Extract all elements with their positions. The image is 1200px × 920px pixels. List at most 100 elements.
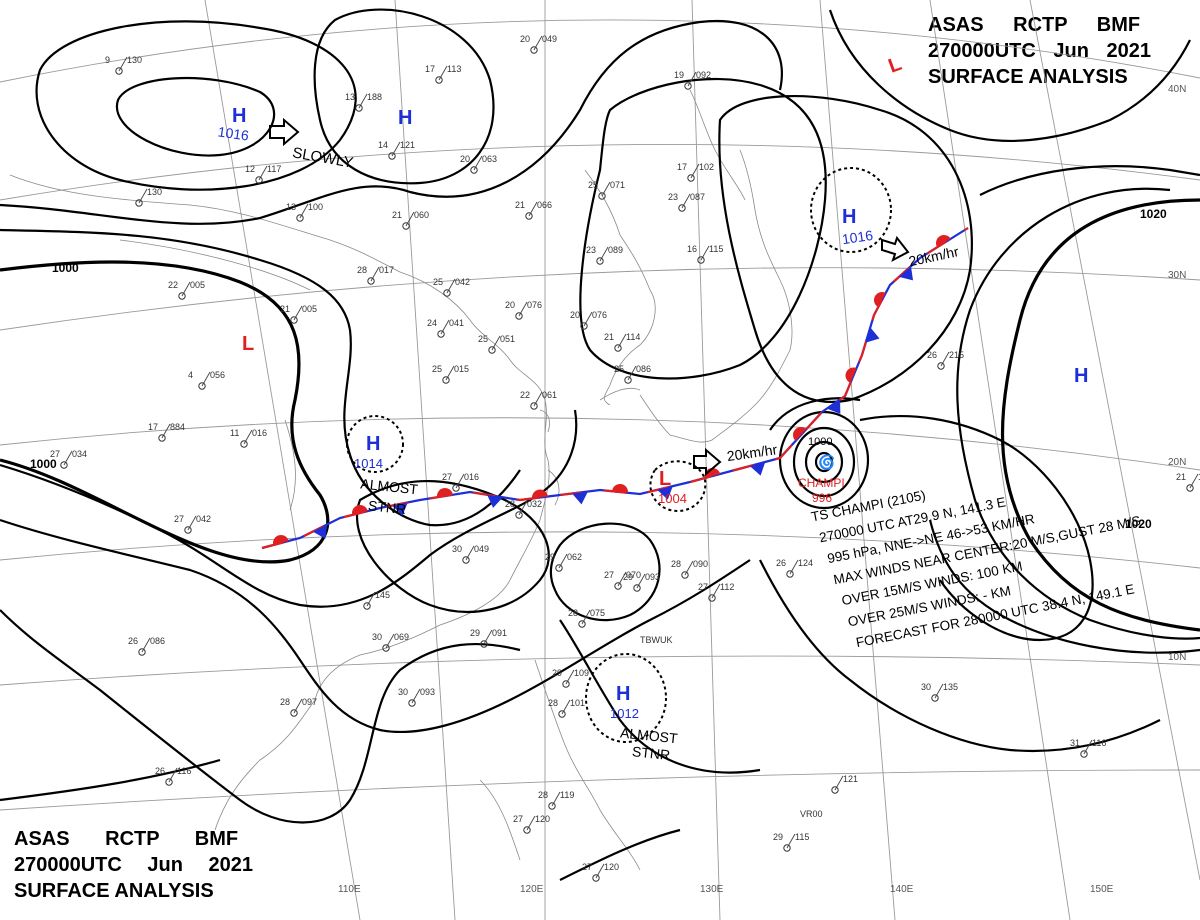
cold-front-triangle bbox=[572, 491, 588, 505]
station-temperature: 29 bbox=[470, 628, 480, 638]
station-plot: 11 016 bbox=[230, 428, 267, 448]
station-plot: 27 034 bbox=[50, 449, 87, 469]
station-temperature: 22 bbox=[520, 390, 530, 400]
station-plot: 14 121 bbox=[378, 140, 415, 160]
station-pressure: 076 bbox=[592, 310, 607, 320]
station-plot: 17 884 bbox=[148, 422, 185, 442]
station-marker-icon bbox=[363, 602, 371, 610]
station-code-tbwuk: TBWUK bbox=[640, 635, 673, 645]
station-marker-icon bbox=[442, 376, 450, 384]
low-center-west: L bbox=[242, 333, 254, 355]
wind-barb-icon bbox=[391, 141, 401, 157]
station-plot: 28 075 bbox=[568, 608, 605, 628]
chart-footer: ASAS RCTP BMF 270000UTC Jun 2021 SURFACE… bbox=[14, 826, 253, 904]
station-marker-icon bbox=[462, 556, 470, 564]
station-plot: 26 215 bbox=[927, 350, 964, 370]
station-pressure: 120 bbox=[535, 814, 550, 824]
station-temperature: 20 bbox=[520, 34, 530, 44]
station-temperature: 27 bbox=[582, 862, 592, 872]
station-pressure: 112 bbox=[720, 582, 734, 592]
lat-label-10n: 10N bbox=[1168, 652, 1186, 663]
station-temperature: 28 bbox=[505, 499, 515, 509]
station-plot: 29 093 bbox=[623, 572, 660, 592]
station-temperature: 20 bbox=[505, 300, 515, 310]
station-temperature: 26 bbox=[128, 636, 138, 646]
station-marker-icon bbox=[580, 322, 588, 330]
high-center-1014-value: 1014 bbox=[354, 456, 383, 471]
wind-barb-icon bbox=[405, 211, 415, 227]
station-pressure: 062 bbox=[567, 552, 582, 562]
motion-arrows bbox=[269, 117, 910, 477]
station-temperature: 27 bbox=[50, 449, 60, 459]
station-plot: 30 135 bbox=[921, 682, 958, 702]
isobar-label-1020-b: 1020 bbox=[1125, 517, 1152, 531]
station-marker-icon bbox=[786, 570, 794, 578]
station-plot: 30 069 bbox=[372, 632, 409, 652]
station-pressure: 115 bbox=[795, 832, 809, 842]
station-plot: 28 017 bbox=[357, 265, 394, 285]
header-line-3: SURFACE ANALYSIS bbox=[928, 66, 1128, 88]
wind-barb-icon bbox=[526, 815, 536, 831]
station-plot: 29 062 bbox=[545, 552, 582, 572]
station-marker-icon bbox=[614, 344, 622, 352]
station-pressure: 070 bbox=[626, 570, 641, 580]
wind-barb-icon bbox=[711, 583, 721, 599]
station-marker-icon bbox=[388, 152, 396, 160]
station-temperature: 30 bbox=[372, 632, 382, 642]
high-center-nw: H bbox=[232, 105, 246, 127]
lon-label-120e: 120E bbox=[520, 884, 544, 895]
station-marker-icon bbox=[165, 778, 173, 786]
station-temperature: 29 bbox=[552, 668, 562, 678]
wind-barb-icon bbox=[789, 559, 799, 575]
wind-barb-icon bbox=[518, 500, 528, 516]
station-pressure: 049 bbox=[542, 34, 557, 44]
station-temperature: 17 bbox=[425, 64, 435, 74]
cold-front-triangle bbox=[392, 502, 408, 516]
station-temperature: 27 bbox=[604, 570, 614, 580]
wind-barb-icon bbox=[561, 699, 571, 715]
footer-line-2: 270000UTC Jun 2021 bbox=[14, 854, 254, 876]
station-plot: 30 049 bbox=[452, 544, 489, 564]
station-pressure: 116 bbox=[177, 766, 191, 776]
station-temperature: 26 bbox=[927, 350, 937, 360]
station-temperature: 16 bbox=[687, 244, 697, 254]
warm-front-semicircle bbox=[437, 488, 453, 498]
station-marker-icon bbox=[678, 204, 686, 212]
station-marker-icon bbox=[184, 526, 192, 534]
station-marker-icon bbox=[290, 709, 298, 717]
station-marker-icon bbox=[1186, 484, 1194, 492]
high-center-ne: H bbox=[842, 206, 856, 228]
high-center-nw-value: 1016 bbox=[217, 123, 250, 143]
station-marker-icon bbox=[178, 292, 186, 300]
wind-barb-icon bbox=[551, 791, 561, 807]
station-plot: 145 bbox=[363, 590, 390, 610]
station-plot: 21 060 bbox=[392, 210, 429, 230]
station-pressure: 005 bbox=[302, 304, 317, 314]
station-plot: 27 120 bbox=[513, 814, 550, 834]
station-marker-icon bbox=[355, 104, 363, 112]
station-pressure: 049 bbox=[474, 544, 489, 554]
station-pressure: 100 bbox=[308, 202, 323, 212]
station-plot: 25 086 bbox=[614, 364, 651, 384]
cold-front-triangle bbox=[487, 494, 503, 508]
station-plot: 24 041 bbox=[427, 318, 464, 338]
station-plot: 21 114 bbox=[604, 332, 640, 352]
station-marker-icon bbox=[937, 362, 945, 370]
low-center-1004: L bbox=[659, 468, 671, 490]
station-temperature: 28 bbox=[548, 698, 558, 708]
station-plot: 17 113 bbox=[425, 64, 461, 84]
wind-barb-icon bbox=[446, 278, 456, 294]
latitude-lines bbox=[0, 19, 1200, 811]
station-marker-icon bbox=[480, 640, 488, 648]
station-temperature: 30 bbox=[452, 544, 462, 554]
coastlines bbox=[9, 89, 793, 871]
cold-front-triangle bbox=[312, 524, 328, 539]
station-marker-icon bbox=[548, 802, 556, 810]
station-temperature: 17 bbox=[148, 422, 158, 432]
station-plot: 21 066 bbox=[515, 200, 552, 220]
station-plot: 25 042 bbox=[433, 277, 470, 297]
wind-barb-icon bbox=[161, 423, 171, 439]
station-pressure: 032 bbox=[527, 499, 542, 509]
station-marker-icon bbox=[437, 330, 445, 338]
